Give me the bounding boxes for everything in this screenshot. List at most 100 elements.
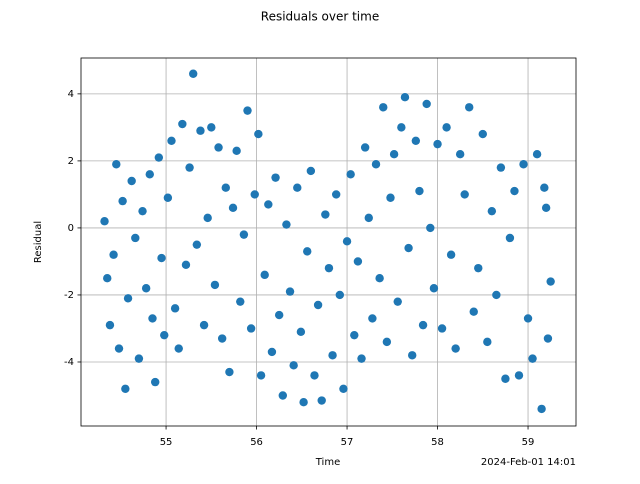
point [519, 160, 528, 169]
point [181, 260, 191, 269]
point [118, 196, 127, 206]
point [393, 297, 402, 306]
point [422, 99, 431, 109]
point [469, 307, 478, 316]
y-tick-label: 4 [68, 89, 74, 100]
point [103, 273, 112, 283]
y-tick-label: 0 [68, 223, 74, 234]
point [163, 193, 173, 202]
x-axis-label: Time [315, 457, 340, 468]
point [371, 160, 381, 169]
point [389, 149, 399, 159]
point [160, 330, 169, 340]
point [264, 200, 273, 209]
point [217, 334, 227, 343]
point [185, 163, 194, 172]
point [465, 103, 474, 112]
point [178, 119, 187, 129]
point [207, 123, 216, 132]
point [239, 230, 249, 239]
point [254, 129, 263, 139]
y-tick-label: -4 [64, 357, 74, 368]
point [400, 93, 410, 102]
point [541, 203, 551, 213]
point [418, 320, 428, 330]
point [174, 344, 183, 353]
plot-frame [80, 57, 577, 427]
point [328, 351, 337, 360]
point [313, 300, 323, 310]
point [105, 320, 115, 330]
point [123, 294, 133, 303]
point [532, 149, 542, 159]
point [303, 247, 312, 256]
point [112, 160, 121, 169]
point [289, 361, 298, 370]
point [278, 391, 288, 400]
point [455, 149, 465, 159]
point [364, 213, 373, 223]
point [540, 183, 549, 192]
point [528, 354, 537, 363]
point [199, 320, 209, 330]
point [335, 290, 345, 300]
point [282, 220, 291, 229]
point [170, 304, 180, 313]
point [148, 314, 157, 323]
point [236, 297, 245, 306]
point [510, 186, 519, 196]
point [331, 190, 341, 199]
point [274, 310, 284, 320]
point [339, 384, 348, 393]
y-tick-label: 2 [68, 156, 74, 167]
point [317, 396, 326, 405]
point [151, 377, 160, 387]
point [109, 250, 118, 259]
point [375, 273, 384, 283]
point [196, 126, 205, 135]
point [157, 253, 166, 263]
x-tick-label: 59 [522, 437, 535, 448]
point [501, 374, 510, 383]
point [225, 367, 234, 377]
point [285, 287, 295, 296]
points [100, 69, 555, 414]
x-tick-label: 55 [160, 437, 173, 448]
point [310, 371, 319, 380]
point [411, 136, 421, 145]
y-tick-label: -2 [64, 290, 74, 301]
point [293, 183, 302, 192]
x-offset-label: 2024-Feb-01 14:01 [481, 457, 576, 468]
point [306, 166, 316, 176]
point [228, 203, 238, 213]
point [523, 314, 533, 323]
point [426, 223, 435, 233]
point [203, 213, 212, 223]
point [437, 324, 447, 333]
point [141, 284, 151, 293]
point [404, 243, 413, 253]
point [296, 327, 306, 337]
point [483, 337, 492, 347]
point [514, 371, 524, 380]
point [474, 263, 483, 273]
point [260, 270, 269, 280]
point [192, 240, 202, 249]
point [131, 233, 140, 243]
point [114, 344, 124, 353]
point [267, 347, 277, 357]
point [321, 210, 330, 219]
point [360, 143, 370, 152]
point [382, 337, 392, 347]
point [478, 129, 487, 139]
point [121, 384, 130, 393]
point [368, 314, 377, 323]
x-tick-label: 58 [431, 437, 444, 448]
point [346, 170, 355, 179]
point [408, 351, 417, 360]
point [250, 190, 259, 199]
point [134, 354, 144, 363]
point [243, 106, 252, 115]
x-tick-label: 56 [250, 437, 263, 448]
